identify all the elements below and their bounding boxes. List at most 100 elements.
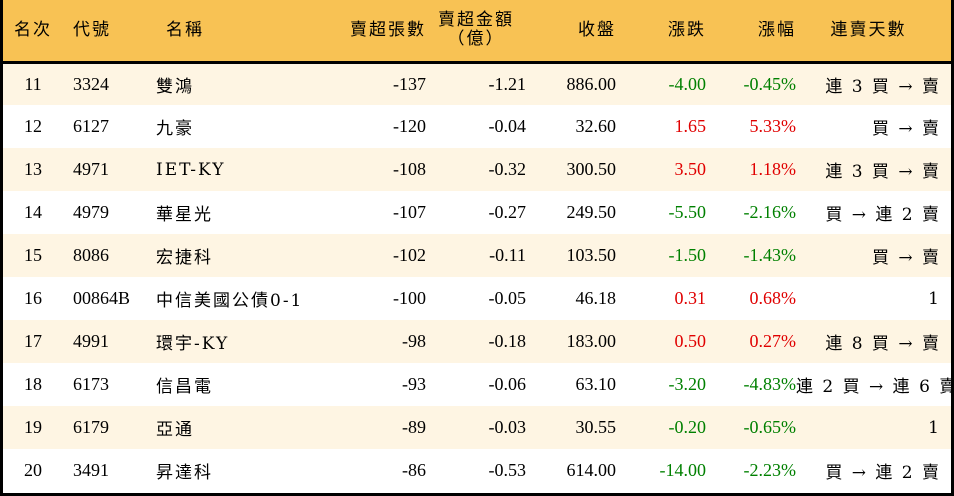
cell-rank: 18 xyxy=(24,374,42,394)
cell-net-sell-amount: -0.18 xyxy=(488,331,527,351)
cell-net-sell-shares: -98 xyxy=(402,331,426,351)
cell-change: -4.00 xyxy=(668,73,707,94)
header-net-sell-shares: 賣超張數 xyxy=(350,19,426,40)
cell-close: 46.18 xyxy=(575,288,617,308)
header-net-sell-amount-line2: （億） xyxy=(447,29,505,50)
cell-close: 32.60 xyxy=(575,116,617,136)
net-sell-ranking-table: 名次 代號 名稱 賣超張數 賣超金額 （億） 收盤 漲跌 漲幅 連賣天數 11 … xyxy=(3,0,954,492)
cell-change-pct: 0.68% xyxy=(749,288,797,308)
header-change: 漲跌 xyxy=(668,19,706,40)
cell-net-sell-amount: -0.06 xyxy=(488,374,527,394)
cell-rank: 20 xyxy=(24,460,42,480)
cell-net-sell-amount: -0.53 xyxy=(488,460,527,480)
cell-net-sell-shares: -93 xyxy=(402,374,426,394)
cell-net-sell-amount: -1.21 xyxy=(488,73,527,94)
table-row: 14 4979 華星光 -107 -0.27 249.50 -5.50 -2.1… xyxy=(3,191,951,234)
cell-change-pct: -2.16% xyxy=(743,202,797,222)
header-close: 收盤 xyxy=(578,19,616,40)
cell-net-sell-amount: -0.27 xyxy=(488,202,527,222)
cell-name: 九豪 xyxy=(156,119,194,139)
cell-code: 00864B xyxy=(73,288,131,308)
cell-name: IET-KY xyxy=(156,159,226,180)
cell-close: 30.55 xyxy=(575,417,617,437)
cell-rank: 16 xyxy=(24,288,42,308)
cell-close: 886.00 xyxy=(566,73,617,94)
header-net-sell-amount-line1: 賣超金額 xyxy=(438,10,514,31)
cell-change-pct: -1.43% xyxy=(743,245,797,265)
table-header-row: 名次 代號 名稱 賣超張數 賣超金額 （億） 收盤 漲跌 漲幅 連賣天數 xyxy=(3,0,951,62)
cell-name: 亞通 xyxy=(156,420,194,440)
header-name: 名稱 xyxy=(166,19,204,40)
cell-change-pct: 0.27% xyxy=(749,331,797,351)
cell-code: 6173 xyxy=(73,374,109,394)
cell-code: 4979 xyxy=(73,202,109,222)
cell-code: 4971 xyxy=(73,159,109,179)
cell-close: 63.10 xyxy=(575,374,617,394)
cell-rank: 11 xyxy=(24,73,42,94)
cell-name: 信昌電 xyxy=(156,377,213,397)
cell-streak: 買 → 連 2 賣 xyxy=(825,205,941,225)
table-row: 15 8086 宏捷科 -102 -0.11 103.50 -1.50 -1.4… xyxy=(3,234,951,277)
cell-change: -14.00 xyxy=(659,460,707,480)
cell-streak: 買 → 連 2 賣 xyxy=(825,463,941,483)
cell-change-pct: -0.45% xyxy=(743,73,797,94)
cell-change: -5.50 xyxy=(668,202,707,222)
cell-net-sell-shares: -107 xyxy=(393,202,426,222)
cell-change-pct: 5.33% xyxy=(749,116,797,136)
cell-code: 6179 xyxy=(73,417,109,437)
cell-change-pct: 1.18% xyxy=(749,159,797,179)
cell-change: -1.50 xyxy=(668,245,707,265)
cell-name: 環宇-KY xyxy=(156,334,230,354)
cell-code: 3324 xyxy=(73,73,109,94)
cell-change-pct: -2.23% xyxy=(743,460,797,480)
cell-name: 昇達科 xyxy=(156,463,213,483)
header-change-pct: 漲幅 xyxy=(758,19,796,40)
cell-rank: 15 xyxy=(24,245,42,265)
cell-close: 183.00 xyxy=(566,331,617,351)
table-row: 20 3491 昇達科 -86 -0.53 614.00 -14.00 -2.2… xyxy=(3,449,951,492)
cell-rank: 19 xyxy=(24,417,42,437)
cell-change: -0.20 xyxy=(668,417,707,437)
cell-rank: 13 xyxy=(24,159,42,179)
cell-streak: 1 xyxy=(928,417,941,438)
cell-streak: 1 xyxy=(928,288,941,309)
cell-name: 中信美國公債0-1 xyxy=(156,291,304,311)
cell-change: 0.50 xyxy=(674,331,707,351)
cell-streak: 連 8 買 → 賣 xyxy=(825,334,941,354)
cell-net-sell-amount: -0.03 xyxy=(488,417,527,437)
table-row: 19 6179 亞通 -89 -0.03 30.55 -0.20 -0.65% … xyxy=(3,406,951,449)
cell-code: 8086 xyxy=(73,245,109,265)
cell-net-sell-amount: -0.32 xyxy=(488,159,527,179)
cell-close: 300.50 xyxy=(566,159,617,179)
header-streak: 連賣天數 xyxy=(830,19,907,40)
cell-net-sell-shares: -86 xyxy=(402,460,426,480)
cell-change-pct: -0.65% xyxy=(743,417,797,437)
table-row: 16 00864B 中信美國公債0-1 -100 -0.05 46.18 0.3… xyxy=(3,277,951,320)
cell-net-sell-shares: -108 xyxy=(393,159,426,179)
cell-net-sell-shares: -102 xyxy=(393,245,426,265)
cell-code: 3491 xyxy=(73,460,109,480)
cell-rank: 12 xyxy=(24,116,42,136)
cell-net-sell-shares: -120 xyxy=(393,116,426,136)
cell-name: 雙鴻 xyxy=(156,76,194,97)
table-row: 18 6173 信昌電 -93 -0.06 63.10 -3.20 -4.83%… xyxy=(3,363,954,406)
cell-net-sell-amount: -0.11 xyxy=(489,245,526,265)
cell-net-sell-shares: -89 xyxy=(402,417,426,437)
cell-streak: 連 2 買 → 連 6 賣 xyxy=(796,377,954,397)
cell-rank: 17 xyxy=(24,331,42,351)
cell-net-sell-amount: -0.04 xyxy=(488,116,527,136)
table-row: 11 3324 雙鴻 -137 -1.21 886.00 -4.00 -0.45… xyxy=(3,62,951,105)
header-code: 代號 xyxy=(73,19,111,40)
header-net-sell-amount: 賣超金額 （億） xyxy=(426,0,526,62)
cell-change: 3.50 xyxy=(674,159,707,179)
cell-streak: 買 → 賣 xyxy=(871,248,941,268)
table-row: 17 4991 環宇-KY -98 -0.18 183.00 0.50 0.27… xyxy=(3,320,951,363)
cell-change: 1.65 xyxy=(674,116,707,136)
cell-change: -3.20 xyxy=(668,374,707,394)
cell-streak: 連 3 買 → 賣 xyxy=(825,76,941,97)
table-row: 13 4971 IET-KY -108 -0.32 300.50 3.50 1.… xyxy=(3,148,951,191)
cell-code: 4991 xyxy=(73,331,109,351)
cell-name: 宏捷科 xyxy=(156,248,213,268)
header-rank: 名次 xyxy=(14,19,52,40)
